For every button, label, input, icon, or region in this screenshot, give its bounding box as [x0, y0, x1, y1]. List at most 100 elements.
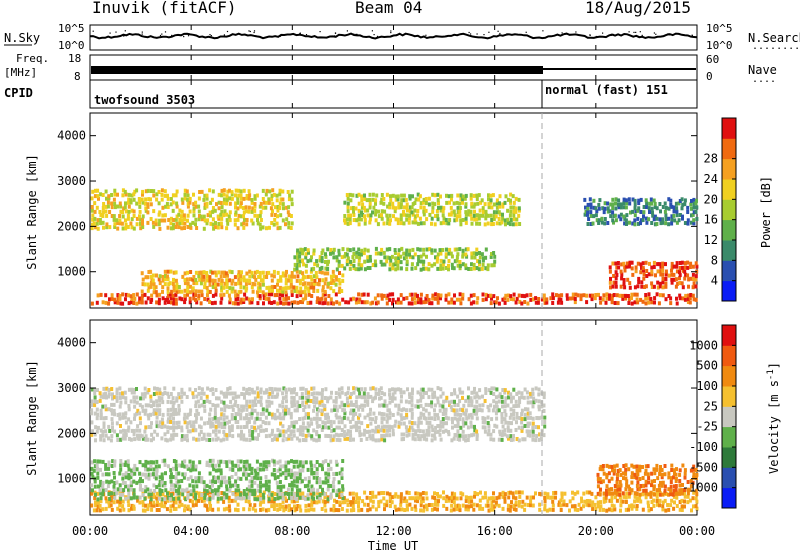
heatmap-cell [686, 221, 690, 226]
heatmap-cell [371, 197, 375, 202]
heatmap-cell [234, 205, 237, 210]
heatmap-cell [301, 438, 305, 442]
heatmap-cell [192, 213, 196, 218]
heatmap-cell [455, 496, 459, 501]
heatmap-cell [242, 196, 246, 201]
heatmap-cell [490, 296, 493, 301]
heatmap-cell [337, 392, 341, 397]
heatmap-cell [120, 221, 124, 226]
heatmap-cell [130, 193, 134, 198]
heatmap-cell [374, 209, 378, 213]
heatmap-cell [282, 429, 286, 434]
heatmap-cell [450, 300, 454, 305]
heatmap-cell [292, 483, 296, 488]
heatmap-cell [340, 263, 344, 268]
heatmap-cell [220, 491, 224, 495]
heatmap-cell [270, 212, 274, 217]
colorbar-segment [722, 280, 736, 302]
heatmap-cell [324, 425, 328, 430]
heatmap-cell [489, 193, 493, 198]
heatmap-cell [385, 428, 389, 433]
heatmap-cell [200, 217, 204, 222]
heatmap-cell [382, 201, 386, 206]
heatmap-cell [461, 408, 465, 413]
heatmap-cell [157, 395, 161, 400]
heatmap-cell [345, 259, 349, 263]
noise-search-point [575, 31, 577, 33]
heatmap-cell [496, 296, 499, 301]
heatmap-cell [521, 425, 524, 430]
heatmap-cell [404, 399, 408, 404]
heatmap-cell [209, 200, 213, 205]
heatmap-cell [157, 496, 161, 501]
heatmap-cell [307, 394, 311, 399]
heatmap-cell [360, 205, 364, 210]
heatmap-cell [433, 248, 437, 253]
heatmap-cell [239, 300, 243, 305]
heatmap-cell [335, 408, 339, 413]
heatmap-cell [487, 508, 491, 513]
heatmap-cell [271, 428, 274, 433]
heatmap-cell [481, 394, 484, 399]
heatmap-cell [261, 420, 265, 424]
heatmap-cell [472, 204, 476, 209]
heatmap-cell [123, 436, 127, 441]
heatmap-cell [267, 421, 271, 426]
heatmap-cell [147, 416, 151, 421]
heatmap-cell [315, 460, 319, 464]
heatmap-cell [481, 297, 485, 302]
heatmap-cell [345, 396, 349, 401]
heatmap-cell [225, 464, 229, 468]
heatmap-cell [285, 205, 289, 210]
heatmap-cell [603, 221, 607, 226]
heatmap-cell [165, 201, 169, 206]
heatmap-cell [462, 436, 466, 441]
heatmap-cell [643, 471, 647, 476]
heatmap-cell [400, 507, 404, 512]
heatmap-cell [140, 289, 144, 294]
heatmap-cell [124, 192, 128, 197]
heatmap-cell [436, 266, 440, 271]
heatmap-cell [349, 429, 352, 434]
heatmap-cell [141, 463, 145, 468]
heatmap-cell [213, 300, 217, 305]
heatmap-cell [290, 404, 294, 408]
heatmap-cell [331, 278, 335, 283]
heatmap-cell [192, 209, 196, 214]
heatmap-cell [636, 472, 640, 477]
heatmap-cell [228, 300, 232, 305]
heatmap-cell [408, 213, 412, 218]
heatmap-cell [126, 499, 130, 503]
heatmap-cell [363, 415, 367, 420]
heatmap-cell [321, 480, 325, 485]
heatmap-cell [376, 300, 380, 305]
heatmap-cell [315, 430, 319, 434]
heatmap-cell [91, 222, 94, 227]
heatmap-cell [242, 464, 246, 469]
heatmap-cell [309, 463, 313, 468]
heatmap-cell [293, 300, 297, 305]
heatmap-cell [160, 218, 164, 223]
heatmap-cell [287, 197, 291, 202]
heatmap-cell [495, 424, 499, 429]
heatmap-cell [608, 498, 612, 503]
heatmap-cell [694, 297, 698, 302]
heatmap-cell [416, 496, 420, 501]
heatmap-cell [670, 498, 674, 503]
heatmap-cell [155, 491, 159, 496]
heatmap-cell [200, 289, 204, 294]
heatmap-cell [507, 428, 510, 433]
heatmap-cell [208, 479, 212, 484]
heatmap-cell [293, 471, 297, 476]
heatmap-cell [310, 386, 314, 391]
heatmap-cell [104, 391, 108, 396]
heatmap-cell [483, 425, 487, 430]
heatmap-cell [267, 507, 271, 512]
heatmap-cell [287, 205, 291, 210]
heatmap-cell [493, 404, 496, 409]
heatmap-cell [236, 200, 240, 205]
heatmap-cell [127, 472, 131, 477]
heatmap-cell [312, 395, 316, 400]
heatmap-cell [102, 202, 106, 206]
heatmap-cell [130, 468, 134, 473]
